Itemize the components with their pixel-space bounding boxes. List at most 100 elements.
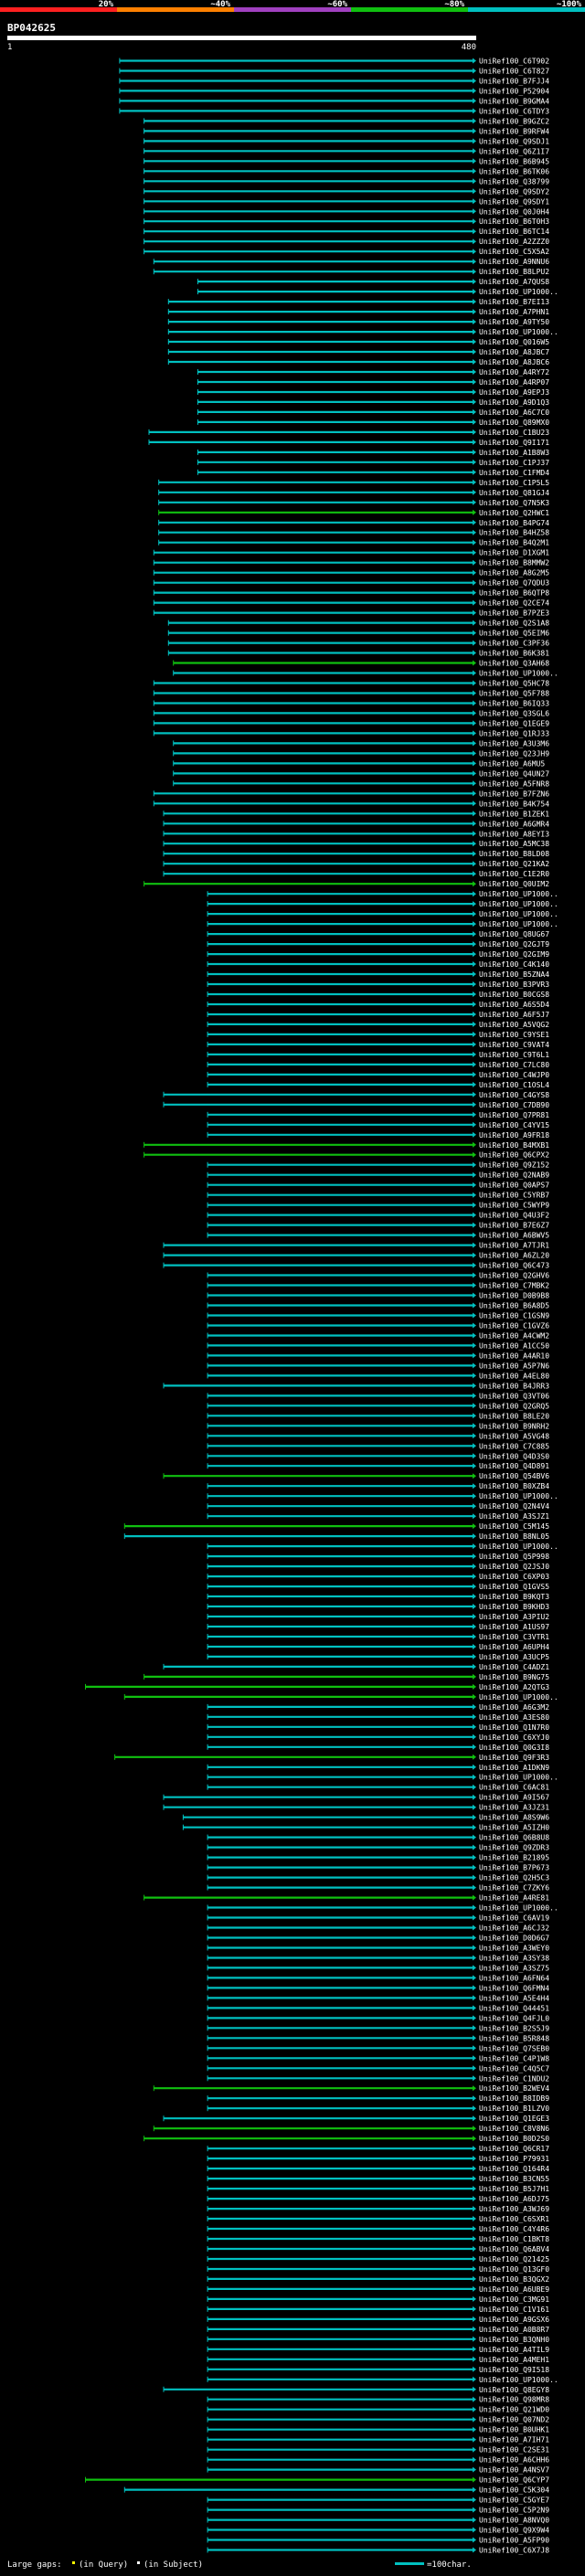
- hit-label[interactable]: UniRef100_A3UCP5: [479, 1653, 549, 1661]
- hit-label[interactable]: UniRef100_A0B8R7: [479, 2326, 549, 2334]
- hit-label[interactable]: UniRef100_A5IZH0: [479, 1824, 549, 1832]
- hit-label[interactable]: UniRef100_C5K304: [479, 2486, 549, 2495]
- hit-label[interactable]: UniRef100_B8IDB9: [479, 2094, 549, 2103]
- hit-label[interactable]: UniRef100_A8G2M5: [479, 569, 549, 578]
- hit-label[interactable]: UniRef100_Q2H5C3: [479, 1874, 549, 1882]
- hit-label[interactable]: UniRef100_C1PJ37: [479, 459, 549, 467]
- hit-label[interactable]: UniRef100_A9I567: [479, 1794, 549, 1802]
- hit-label[interactable]: UniRef100_A5VQG2: [479, 1021, 549, 1029]
- hit-label[interactable]: UniRef100_B6K381: [479, 650, 549, 658]
- hit-label[interactable]: UniRef100_Q21425: [479, 2255, 549, 2263]
- hit-label[interactable]: UniRef100_UP1000..: [479, 890, 558, 898]
- hit-label[interactable]: UniRef100_A5FNR8: [479, 779, 549, 788]
- hit-label[interactable]: UniRef100_A3SY38: [479, 1955, 549, 1963]
- hit-label[interactable]: UniRef100_C9T6L1: [479, 1051, 549, 1059]
- hit-label[interactable]: UniRef100_Q9X9W4: [479, 2527, 549, 2535]
- hit-label[interactable]: UniRef100_A4CWM2: [479, 1332, 549, 1341]
- hit-label[interactable]: UniRef100_A3WJ69: [479, 2205, 549, 2213]
- hit-label[interactable]: UniRef100_B7FJJ4: [479, 78, 549, 86]
- hit-label[interactable]: UniRef100_C4Y4R6: [479, 2225, 549, 2233]
- hit-label[interactable]: UniRef100_Q7QDU3: [479, 579, 549, 588]
- hit-label[interactable]: UniRef100_Q44451: [479, 2004, 549, 2012]
- hit-label[interactable]: UniRef100_Q1EGE3: [479, 2115, 549, 2123]
- hit-label[interactable]: UniRef100_A1CC50: [479, 1341, 549, 1350]
- hit-label[interactable]: UniRef100_UP1000..: [479, 900, 558, 908]
- hit-label[interactable]: UniRef100_B3PVR3: [479, 981, 549, 989]
- hit-label[interactable]: UniRef100_C5WYP9: [479, 1202, 549, 1210]
- hit-label[interactable]: UniRef100_B7FZN6: [479, 790, 549, 798]
- hit-label[interactable]: UniRef100_A8JBC6: [479, 358, 549, 366]
- hit-label[interactable]: UniRef100_D1XGM1: [479, 549, 549, 557]
- hit-label[interactable]: UniRef100_Q7SEB0: [479, 2044, 549, 2052]
- hit-label[interactable]: UniRef100_UP1000..: [479, 328, 558, 336]
- hit-label[interactable]: UniRef100_C7MBK2: [479, 1282, 549, 1290]
- hit-label[interactable]: UniRef100_A6MU5: [479, 759, 545, 768]
- hit-label[interactable]: UniRef100_Q6FMN4: [479, 1984, 549, 1992]
- hit-label[interactable]: UniRef100_Q2JSJ0: [479, 1563, 549, 1571]
- hit-label[interactable]: UniRef100_B6IQ33: [479, 700, 549, 708]
- hit-label[interactable]: UniRef100_Q2GIM9: [479, 950, 549, 959]
- hit-label[interactable]: UniRef100_Q6C473: [479, 1262, 549, 1270]
- hit-label[interactable]: UniRef100_Q9I171: [479, 439, 549, 447]
- hit-label[interactable]: UniRef100_B6B945: [479, 157, 549, 165]
- hit-label[interactable]: UniRef100_C6T827: [479, 68, 549, 76]
- hit-label[interactable]: UniRef100_UP1000..: [479, 670, 558, 678]
- hit-label[interactable]: UniRef100_Q3VT06: [479, 1392, 549, 1400]
- hit-label[interactable]: UniRef100_Q4D3S0: [479, 1452, 549, 1460]
- hit-label[interactable]: UniRef100_C2SE31: [479, 2446, 549, 2454]
- hit-label[interactable]: UniRef100_Q2GHV6: [479, 1272, 549, 1280]
- hit-label[interactable]: UniRef100_B0D2S0: [479, 2135, 549, 2143]
- hit-label[interactable]: UniRef100_A4RP07: [479, 378, 549, 387]
- hit-label[interactable]: UniRef100_A1US97: [479, 1623, 549, 1631]
- hit-label[interactable]: UniRef100_B5J7H1: [479, 2185, 549, 2193]
- hit-label[interactable]: UniRef100_B3QGX2: [479, 2275, 549, 2284]
- hit-label[interactable]: UniRef100_A6CHH6: [479, 2456, 549, 2465]
- hit-label[interactable]: UniRef100_UP1000..: [479, 1492, 558, 1500]
- hit-label[interactable]: UniRef100_Q3SGL6: [479, 709, 549, 717]
- hit-label[interactable]: UniRef100_UP1000..: [479, 1693, 558, 1701]
- hit-label[interactable]: UniRef100_C6AC81: [479, 1784, 549, 1792]
- hit-label[interactable]: UniRef100_A3SZ75: [479, 1964, 549, 1972]
- hit-label[interactable]: UniRef100_A4MEH1: [479, 2356, 549, 2364]
- hit-label[interactable]: UniRef100_D0B9B8: [479, 1292, 549, 1300]
- hit-label[interactable]: UniRef100_Q1N7R0: [479, 1723, 549, 1732]
- hit-label[interactable]: UniRef100_C9YSE1: [479, 1031, 549, 1039]
- hit-label[interactable]: UniRef100_Q6CYP7: [479, 2476, 549, 2485]
- hit-label[interactable]: UniRef100_B0CGS8: [479, 991, 549, 999]
- hit-label[interactable]: UniRef100_Q89MX0: [479, 419, 549, 427]
- hit-label[interactable]: UniRef100_Q4UN27: [479, 769, 549, 778]
- hit-label[interactable]: UniRef100_Q1GVS5: [479, 1583, 549, 1591]
- hit-label[interactable]: UniRef100_C1BKT8: [479, 2235, 549, 2243]
- hit-label[interactable]: UniRef100_A2QTG3: [479, 1683, 549, 1691]
- hit-label[interactable]: UniRef100_A4RY72: [479, 368, 549, 376]
- hit-label[interactable]: UniRef100_B3CN55: [479, 2175, 549, 2183]
- hit-label[interactable]: UniRef100_C5GYE7: [479, 2496, 549, 2505]
- hit-label[interactable]: UniRef100_Q9Z152: [479, 1161, 549, 1170]
- hit-label[interactable]: UniRef100_Q9ZDR3: [479, 1844, 549, 1852]
- hit-label[interactable]: UniRef100_A5MC38: [479, 840, 549, 848]
- hit-label[interactable]: UniRef100_A6UBE9: [479, 2285, 549, 2294]
- hit-label[interactable]: UniRef100_C7ZKY6: [479, 1884, 549, 1892]
- hit-label[interactable]: UniRef100_B5R848: [479, 2034, 549, 2042]
- hit-label[interactable]: UniRef100_A7TJR1: [479, 1242, 549, 1250]
- hit-label[interactable]: UniRef100_A6ZL20: [479, 1252, 549, 1260]
- hit-label[interactable]: UniRef100_Q2CE74: [479, 599, 549, 608]
- hit-label[interactable]: UniRef100_C1GVZ6: [479, 1322, 549, 1330]
- hit-label[interactable]: UniRef100_Q13GF0: [479, 2265, 549, 2274]
- hit-label[interactable]: UniRef100_Q5P998: [479, 1553, 549, 1561]
- hit-label[interactable]: UniRef100_C6XYJ0: [479, 1733, 549, 1742]
- hit-label[interactable]: UniRef100_A6C7C0: [479, 408, 549, 417]
- hit-label[interactable]: UniRef100_Q5HC78: [479, 680, 549, 688]
- hit-label[interactable]: UniRef100_B7P673: [479, 1864, 549, 1872]
- hit-label[interactable]: UniRef100_C4WJP0: [479, 1071, 549, 1079]
- hit-label[interactable]: UniRef100_B4HZ58: [479, 529, 549, 537]
- hit-label[interactable]: UniRef100_C1V161: [479, 2306, 549, 2314]
- hit-label[interactable]: UniRef100_C5X5A2: [479, 248, 549, 256]
- hit-label[interactable]: UniRef100_C6TDY3: [479, 107, 549, 115]
- hit-label[interactable]: UniRef100_B8LD08: [479, 850, 549, 858]
- hit-label[interactable]: UniRef100_Q5EIM6: [479, 630, 549, 638]
- hit-label[interactable]: UniRef100_Q8UG67: [479, 930, 549, 938]
- hit-label[interactable]: UniRef100_C5P2N9: [479, 2507, 549, 2515]
- hit-label[interactable]: UniRef100_B9KQT3: [479, 1593, 549, 1601]
- hit-label[interactable]: UniRef100_D0D6G7: [479, 1935, 549, 1943]
